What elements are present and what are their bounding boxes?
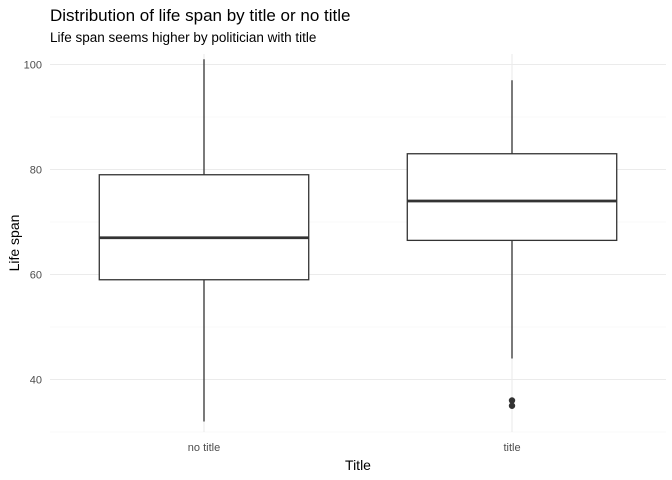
box-0: [98, 174, 310, 281]
x-axis-title: Title: [345, 457, 371, 473]
y-axis-title: Life span: [6, 215, 22, 272]
y-tick-label: 100: [24, 60, 42, 72]
x-tick-label: title: [503, 442, 520, 454]
outlier-point: [508, 397, 516, 404]
chart-title: Distribution of life span by title or no…: [50, 6, 351, 25]
y-tick-label: 80: [30, 165, 42, 177]
box-1: [406, 153, 618, 242]
x-tick-label: no title: [188, 442, 220, 454]
y-tick-label: 60: [30, 270, 42, 282]
chart-subtitle: Life span seems higher by politician wit…: [50, 30, 317, 45]
outlier-point: [508, 402, 516, 409]
y-tick-label: 40: [30, 375, 42, 387]
